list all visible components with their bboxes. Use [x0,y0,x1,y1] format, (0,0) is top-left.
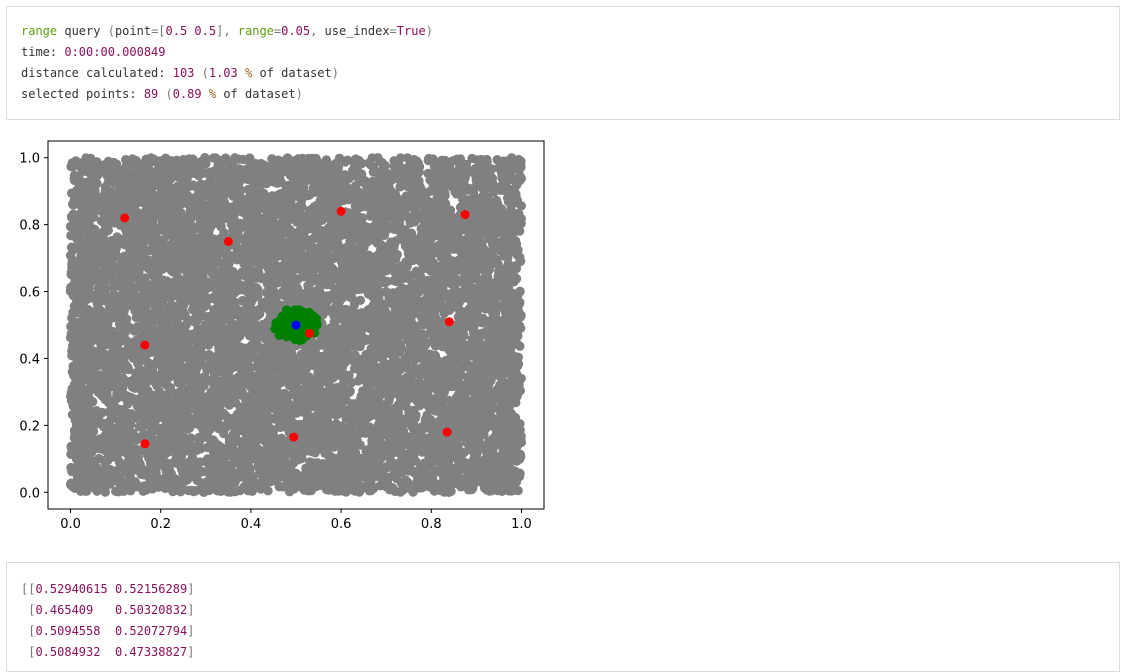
log-pct-sign: % [201,87,217,101]
log-eq: = [273,24,282,38]
log-comma: , [310,24,325,38]
log-selected-count: 89 [143,87,159,101]
log-paren-open: ( [194,66,209,80]
log-distance-label: distance calculated: [21,66,173,80]
log-func-name: range [21,24,58,38]
log-paren-close: ) [331,66,339,80]
log-selected-pct: 0.89 [172,87,202,101]
log-bracket-close: ], [216,24,231,38]
log-paren-open: ( [107,24,115,38]
log-line-selected: selected points: 89 (0.89 % of dataset) [21,84,1119,105]
log-line-query: range query (point=[0.5 0.5], range=0.05… [21,21,1119,42]
log-selected-label: selected points: [21,87,144,101]
log-of-dataset: of dataset [216,87,296,101]
log-time-value: 0:00:00.000849 [64,45,166,59]
log-paren-close: ) [295,87,303,101]
dataset-point [88,397,98,407]
log-index-value: True [396,24,426,38]
log-range-value: 0.05 [281,24,311,38]
log-line-time: time: 0:00:00.000849 [21,42,1119,63]
log-line-distance: distance calculated: 103 (1.03 % of data… [21,63,1119,84]
log-eq: = [151,24,159,38]
log-time-label: time: [21,45,65,59]
log-index-key: use_index [324,24,390,38]
log-point-value: 0.5 0.5 [165,24,217,38]
log-query-word: query [57,24,108,38]
log-eq: = [389,24,397,38]
scatter-plot: 0.0 0.2 0.4 0.6 0.8 1.0 0.00.20.40.60.81.0 [19,140,545,532]
log-distance-pct: 1.03 [208,66,238,80]
log-pct-sign: % [237,66,253,80]
dataset-point [342,155,353,165]
query-log-output: range query (point=[0.5 0.5], range=0.05… [6,6,1120,120]
scatter-plot-output: 0.0 0.2 0.4 0.6 0.8 1.0 0.0 0.2 0.4 0.6 0.8 1.0 [0,130,560,540]
log-point-key: point [114,24,152,38]
log-bracket-open: [ [158,24,166,38]
log-paren-close: ) [425,24,433,38]
log-paren-open: ( [158,87,173,101]
log-range-key: range [230,24,274,38]
log-distance-count: 103 [172,66,195,80]
log-of-dataset: of dataset [252,66,332,80]
